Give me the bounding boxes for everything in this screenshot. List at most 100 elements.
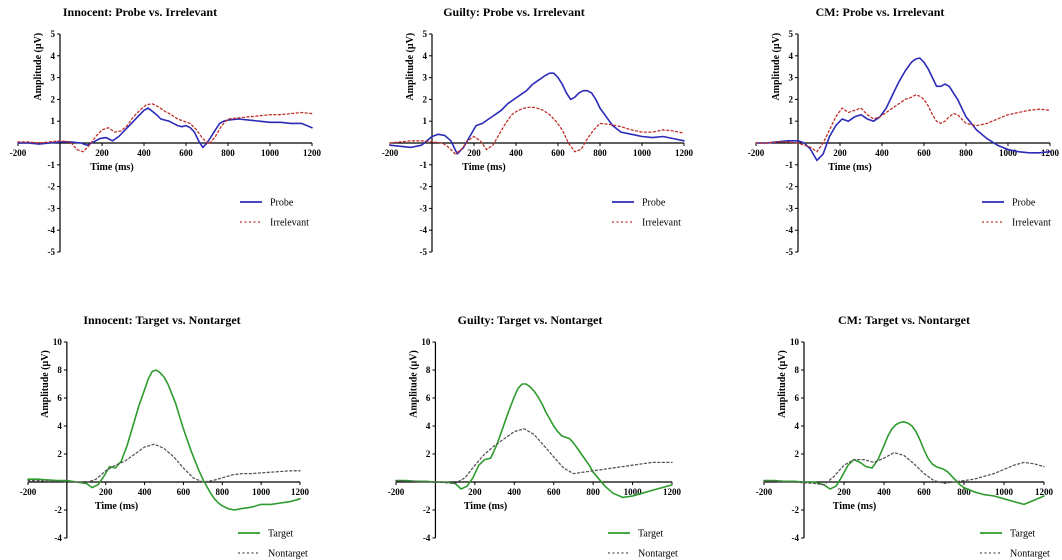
legend-label-irrelevant: Irrelevant — [270, 218, 309, 229]
x-tick-label: -200 — [748, 148, 765, 158]
series-line-irrelevant — [17, 103, 313, 153]
x-tick-label: 1000 — [252, 487, 271, 497]
x-tick-label: 800 — [221, 148, 235, 158]
legend-label-probe: Probe — [642, 198, 666, 209]
legend-label-target: Target — [1010, 529, 1035, 540]
y-tick-label: 3 — [51, 73, 56, 83]
y-tick-label: 10 — [790, 337, 800, 347]
x-tick-label: 600 — [917, 487, 931, 497]
chart-panel-1: Innocent: Probe vs. Irrelevant -200 200 400… — [10, 5, 322, 257]
x-axis-label: Time (ms) — [828, 162, 871, 173]
x-tick-label: 800 — [216, 487, 230, 497]
y-tick-label: 6 — [426, 393, 431, 403]
legend-label-nontarget: Nontarget — [1010, 549, 1050, 560]
x-tick-label: 1200 — [663, 487, 682, 497]
chart-title: Guilty: Target vs. Nontarget — [458, 313, 603, 327]
x-axis-label: Time (ms) — [90, 162, 133, 173]
x-tick-label: 1000 — [999, 148, 1018, 158]
y-tick-label: 3 — [789, 73, 794, 83]
y-tick-label: 8 — [795, 365, 800, 375]
y-axis-label: Amplitude (µV) — [771, 33, 782, 101]
y-tick-label: 4 — [795, 421, 800, 431]
x-tick-label: 200 — [467, 148, 481, 158]
x-tick-label: 800 — [586, 487, 600, 497]
chart-panel-5: Guilty: Target vs. Nontarget -200 200 400 60… — [388, 313, 682, 560]
y-tick-label: 6 — [57, 393, 62, 403]
legend-label-irrelevant: Irrelevant — [1012, 218, 1051, 229]
y-tick-label: -2 — [48, 182, 56, 192]
series-line-probe — [389, 72, 685, 155]
y-tick-label: 8 — [426, 365, 431, 375]
y-tick-label: -5 — [48, 247, 56, 257]
y-axis-label: Amplitude (µV) — [777, 350, 788, 418]
y-tick-label: -5 — [786, 247, 794, 257]
chart-panel-3: CM: Probe vs. Irrelevant -200 200 400 600 800… — [748, 5, 1060, 257]
y-tick-label: 2 — [51, 94, 56, 104]
y-tick-label: -4 — [54, 533, 62, 543]
y-tick-label: -3 — [786, 203, 794, 213]
x-axis-label: Time (ms) — [95, 501, 138, 512]
y-tick-label: -4 — [786, 225, 794, 235]
y-tick-label: -5 — [420, 247, 428, 257]
y-tick-label: 8 — [57, 365, 62, 375]
y-tick-label: -2 — [420, 182, 428, 192]
y-tick-label: -4 — [48, 225, 56, 235]
x-tick-label: 600 — [917, 148, 931, 158]
x-tick-label: 200 — [95, 148, 109, 158]
y-tick-label: -2 — [423, 505, 431, 515]
chart-title: CM: Target vs. Nontarget — [838, 313, 970, 327]
x-tick-label: -200 — [388, 487, 405, 497]
x-tick-label: 800 — [959, 148, 973, 158]
series-line-target — [27, 369, 301, 511]
x-tick-label: 200 — [833, 148, 847, 158]
y-tick-label: 2 — [57, 449, 62, 459]
series-line-nontarget — [395, 428, 673, 485]
y-tick-label: 1 — [51, 116, 56, 126]
x-axis-label: Time (ms) — [462, 162, 505, 173]
y-tick-label: 6 — [795, 393, 800, 403]
series-line-irrelevant — [755, 94, 1051, 153]
chart-panel-4: Innocent: Target vs. Nontarget -200 200 400… — [20, 313, 310, 560]
series-line-target — [763, 421, 1045, 506]
y-tick-label: -2 — [54, 505, 62, 515]
x-tick-label: 1200 — [303, 148, 322, 158]
chart-panel-2: Guilty: Probe vs. Irrelevant -200 200 400 60… — [382, 5, 694, 257]
x-tick-label: 1200 — [675, 148, 694, 158]
chart-title: Innocent: Probe vs. Irrelevant — [63, 5, 217, 19]
legend-label-probe: Probe — [1012, 198, 1036, 209]
y-tick-label: -4 — [423, 533, 431, 543]
y-tick-label: 10 — [53, 337, 63, 347]
y-tick-label: 5 — [423, 29, 428, 39]
x-tick-label: 1000 — [261, 148, 280, 158]
y-tick-label: -3 — [48, 203, 56, 213]
y-tick-label: -1 — [786, 160, 794, 170]
x-tick-label: 200 — [837, 487, 851, 497]
x-tick-label: 600 — [551, 148, 565, 158]
x-tick-label: 1200 — [1041, 148, 1060, 158]
x-tick-label: -200 — [382, 148, 399, 158]
y-tick-label: -1 — [420, 160, 428, 170]
x-tick-label: 1200 — [1035, 487, 1054, 497]
x-tick-label: 1000 — [995, 487, 1014, 497]
chart-title: CM: Probe vs. Irrelevant — [816, 5, 945, 19]
y-tick-label: 4 — [51, 51, 56, 61]
legend-label-irrelevant: Irrelevant — [642, 218, 681, 229]
y-tick-label: -1 — [48, 160, 56, 170]
y-tick-label: 2 — [789, 94, 794, 104]
chart-panel-6: CM: Target vs. Nontarget -200 200 400 600 800… — [756, 313, 1054, 560]
x-tick-label: 400 — [875, 148, 889, 158]
y-tick-label: 1 — [789, 116, 794, 126]
chart-title: Innocent: Target vs. Nontarget — [83, 313, 240, 327]
legend-label-target: Target — [268, 529, 293, 540]
x-tick-label: -200 — [756, 487, 773, 497]
x-tick-label: 800 — [593, 148, 607, 158]
y-axis-label: Amplitude (µV) — [33, 33, 44, 101]
x-tick-label: 600 — [179, 148, 193, 158]
x-tick-label: 800 — [957, 487, 971, 497]
y-tick-label: 2 — [795, 449, 800, 459]
y-tick-label: -4 — [792, 533, 800, 543]
y-tick-label: -2 — [792, 505, 800, 515]
y-axis-label: Amplitude (µV) — [40, 350, 51, 418]
series-line-irrelevant — [389, 106, 685, 155]
